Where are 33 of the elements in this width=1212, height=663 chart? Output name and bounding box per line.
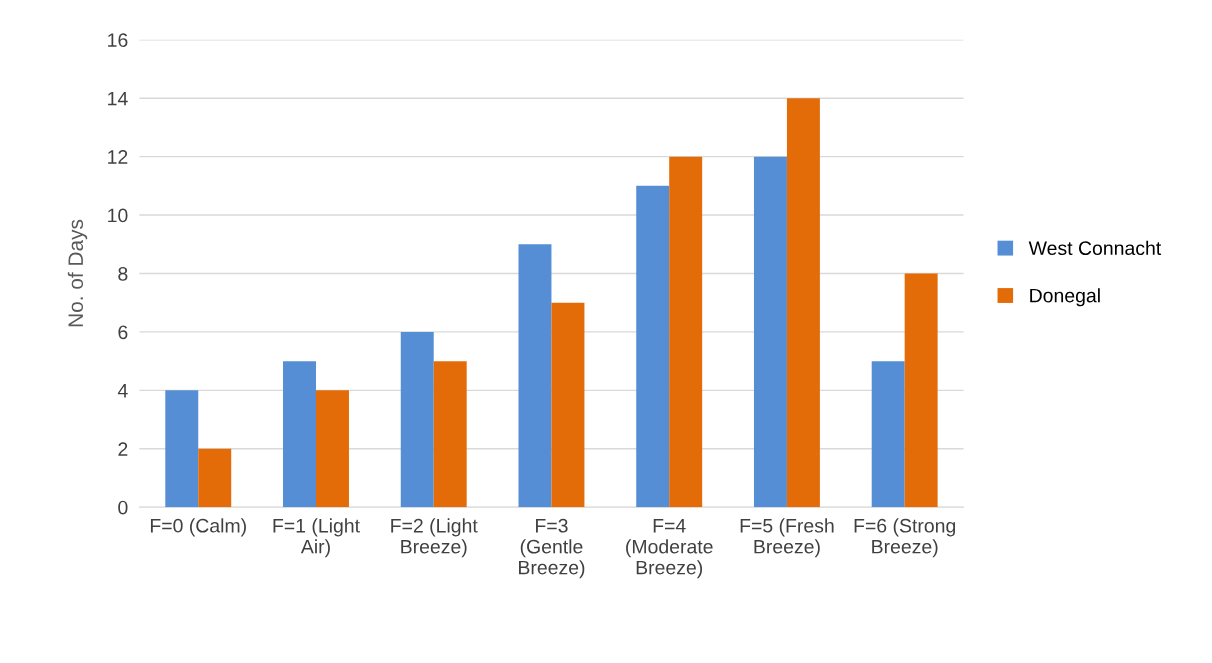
x-tick-label: F=6 (Strong Breeze) [854,518,956,558]
bar [400,331,434,508]
x-tick-label: F=1 (Light Air) [273,518,360,558]
x-tick-label: F=0 (Calm) [150,518,246,537]
legend-label: West Connacht [1028,240,1162,256]
y-tick-label: 10 [108,208,128,223]
bar [283,361,316,508]
y-tick-label: 14 [108,91,128,106]
bar [753,156,787,508]
y-tick-label: 16 [108,33,128,48]
bar [904,273,938,508]
x-tick-label: F=3 (Gentle Breeze) [519,518,585,579]
bar [433,361,467,508]
bar [165,390,199,508]
bar [636,185,670,508]
legend-label: Donegal [1030,288,1100,307]
bar [518,244,552,508]
bar [871,361,905,508]
x-tick-label: F=4 (Moderate Breeze) [626,519,713,579]
y-tick-label: 4 [117,384,128,398]
y-tick-label: 6 [118,325,128,340]
x-tick-label: F=2 (Light Breeze) [391,518,478,558]
bar [786,98,820,508]
y-tick-label: 0 [118,500,128,515]
bar [551,302,585,508]
bar [669,156,703,508]
y-tick-label: 8 [118,266,128,281]
y-tick-label: 2 [118,442,128,456]
y-tick-label: 12 [108,150,128,164]
bar [198,448,232,508]
y-axis-title: No. of Days [67,219,88,327]
bar [315,390,349,508]
x-tick-label: F=5 (Fresh Breeze) [740,518,834,558]
